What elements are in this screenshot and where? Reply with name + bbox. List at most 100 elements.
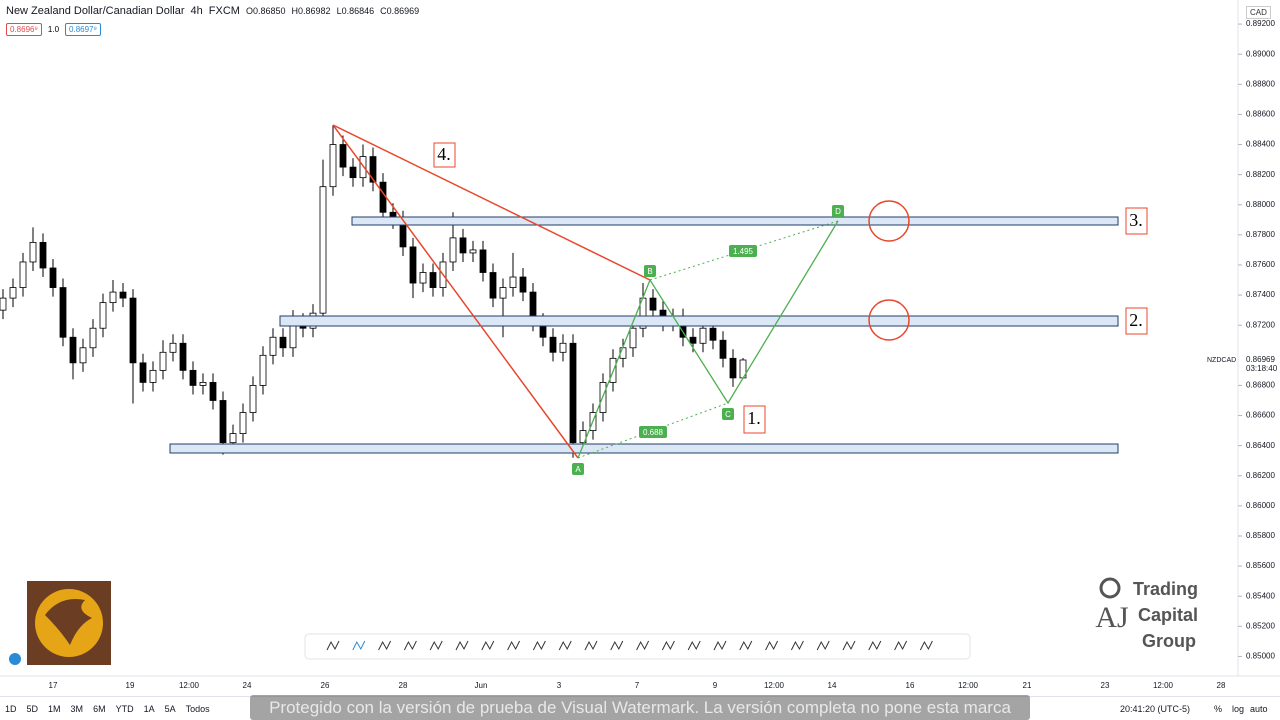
- tool-icon[interactable]: [790, 640, 804, 651]
- tool-icon[interactable]: [481, 640, 495, 651]
- harmonic-pattern: [577, 220, 839, 459]
- point-badge: [832, 205, 844, 217]
- tool-icon[interactable]: [636, 640, 650, 651]
- x-tick-label: 12:00: [179, 681, 200, 690]
- ohlc: O0.86850 H0.86982 L0.86846 C0.86969: [246, 6, 419, 16]
- box-label: 1.: [747, 408, 761, 428]
- y-tick-label: 0.88600: [1246, 110, 1275, 119]
- tool-icon[interactable]: [610, 640, 624, 651]
- tool-icon[interactable]: [455, 640, 469, 651]
- x-tick-label: Jun: [475, 681, 488, 690]
- tool-icon[interactable]: [507, 640, 521, 651]
- tool-icon[interactable]: [894, 640, 908, 651]
- timeframe-button[interactable]: 1A: [143, 704, 155, 714]
- candle-body: [449, 237, 457, 263]
- x-tick-label: 9: [713, 681, 718, 690]
- candle-body: [19, 261, 27, 288]
- tool-icon[interactable]: [532, 640, 546, 651]
- ohlc-close: C0.86969: [380, 6, 420, 16]
- timeframe-button[interactable]: 6M: [93, 704, 106, 714]
- candle-body: [349, 166, 357, 179]
- timeframe-button[interactable]: 3M: [70, 704, 84, 714]
- timeframe-button[interactable]: 5D: [26, 704, 39, 714]
- price-badges: 0.8696⁹ 1.0 0.8697⁹: [6, 23, 101, 36]
- trend-line: [332, 124, 651, 281]
- tool-icon[interactable]: [352, 640, 366, 651]
- candle-body: [109, 291, 117, 304]
- timeframe-button[interactable]: 5A: [164, 704, 176, 714]
- candle-body: [149, 369, 157, 383]
- tool-icon[interactable]: [558, 640, 572, 651]
- timeframe-button[interactable]: 1M: [48, 704, 61, 714]
- x-tick-label: 26: [321, 681, 330, 690]
- candle-body: [169, 342, 177, 353]
- tool-icon[interactable]: [713, 640, 727, 651]
- tool-icon[interactable]: [429, 640, 443, 651]
- y-tick-label: 0.86800: [1246, 381, 1275, 390]
- point-label: B: [647, 267, 652, 276]
- candle-body: [139, 362, 147, 383]
- candle-body: [319, 186, 327, 314]
- tool-icon[interactable]: [378, 640, 392, 651]
- tool-icon[interactable]: [919, 640, 933, 651]
- candle-body: [89, 327, 97, 349]
- box: [1125, 207, 1148, 235]
- candle-body: [689, 336, 697, 344]
- tool-icon[interactable]: [842, 640, 856, 651]
- tool-icon[interactable]: [739, 640, 753, 651]
- interval[interactable]: 4h: [190, 5, 203, 17]
- candle-body: [249, 385, 257, 413]
- x-tick-label: 24: [243, 681, 252, 690]
- point-badge: [572, 463, 584, 475]
- candle-body: [279, 336, 287, 349]
- tool-icon[interactable]: [687, 640, 701, 651]
- drawings: 4. 3. 2. 1. A B C D 0.688 1.495: [169, 124, 1148, 475]
- candle-body: [119, 291, 127, 299]
- x-tick-label: 14: [828, 681, 837, 690]
- candle-body: [649, 297, 657, 311]
- scale-option[interactable]: auto: [1250, 704, 1268, 714]
- scale-option[interactable]: %: [1214, 704, 1223, 714]
- candle-body: [99, 302, 107, 329]
- clock: 20:41:20 (UTC-5): [1120, 704, 1191, 714]
- candle-body: [329, 144, 337, 188]
- candle-body: [419, 272, 427, 284]
- x-tick-label: 17: [49, 681, 58, 690]
- ohlc-open: O0.86850: [245, 6, 286, 16]
- x-tick-label: 16: [906, 681, 915, 690]
- candle-body: [499, 287, 507, 299]
- tool-icon[interactable]: [403, 640, 417, 651]
- tool-icon[interactable]: [661, 640, 675, 651]
- x-tick-label: 21: [1023, 681, 1032, 690]
- logo-letters: AJ: [1095, 601, 1129, 634]
- currency[interactable]: CAD: [1246, 6, 1271, 19]
- buy-price[interactable]: 0.8697⁹: [65, 23, 101, 36]
- candle-body: [569, 342, 577, 444]
- sell-price[interactable]: 0.8696⁹: [6, 23, 42, 36]
- candle-body: [459, 237, 467, 254]
- timeframe-button[interactable]: 1D: [5, 704, 17, 714]
- tool-icon[interactable]: [584, 640, 598, 651]
- box-label: 2.: [1129, 310, 1143, 330]
- timeframe-button[interactable]: Todos: [185, 704, 210, 714]
- trend-line: [332, 124, 579, 459]
- y-tick-label: 0.87200: [1246, 320, 1275, 329]
- timeframe-button[interactable]: YTD: [115, 704, 134, 714]
- candle-body: [219, 400, 227, 444]
- tool-icon[interactable]: [868, 640, 882, 651]
- candle-body: [59, 287, 67, 338]
- cloud-icon[interactable]: [9, 653, 21, 665]
- tool-icon[interactable]: [765, 640, 779, 651]
- candle-body: [0, 297, 7, 311]
- tool-icon[interactable]: [816, 640, 830, 651]
- candle-body: [699, 327, 707, 344]
- y-tick-label: 0.85800: [1246, 531, 1275, 540]
- tool-icon[interactable]: [326, 640, 340, 651]
- candle-body: [369, 156, 377, 183]
- point-badge: [644, 265, 656, 277]
- scale-option[interactable]: log: [1232, 704, 1245, 714]
- y-tick-label: 0.86200: [1246, 471, 1275, 480]
